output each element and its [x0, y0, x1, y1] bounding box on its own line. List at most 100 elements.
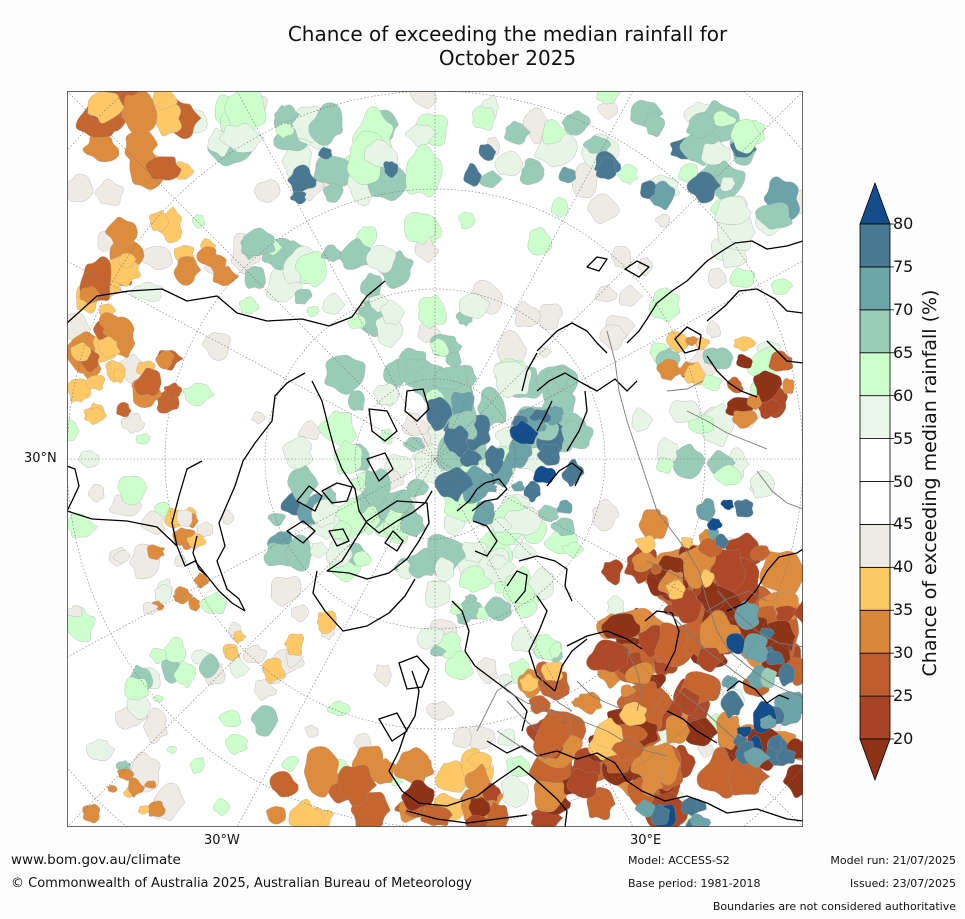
probability-field [67, 91, 803, 827]
probability-patch [472, 105, 496, 131]
probability-patch [550, 197, 569, 218]
probability-patch [251, 411, 266, 424]
probability-patch [686, 171, 722, 204]
probability-patch [403, 436, 425, 453]
probability-patch [212, 266, 240, 287]
colorbar-band [859, 609, 891, 654]
probability-patch [561, 459, 585, 487]
probability-patch [83, 407, 108, 425]
lon-label-30e: 30°E [630, 833, 662, 848]
probability-patch [478, 143, 497, 161]
lat-label-30n: 30°N [24, 451, 57, 466]
probability-patch [85, 375, 105, 391]
probability-patch [461, 542, 488, 563]
colorbar-band [859, 395, 891, 439]
probability-patch [542, 119, 568, 145]
colorbar-band [859, 566, 891, 611]
colorbar-band [859, 438, 891, 482]
probability-patch [601, 559, 624, 586]
probability-patch [313, 155, 352, 187]
probability-patch [720, 499, 735, 511]
colorbar-tick-label: 40 [893, 557, 914, 577]
probability-patch [202, 332, 231, 361]
probability-patch [287, 465, 319, 506]
probability-patch [587, 193, 621, 224]
probability-patch [191, 214, 206, 229]
probability-patch [113, 549, 131, 564]
probability-patch [304, 746, 340, 798]
probability-patch [734, 499, 754, 518]
probability-patch [444, 650, 474, 681]
probability-patch [715, 533, 730, 550]
probability-patch [743, 747, 771, 768]
probability-patch [239, 296, 259, 314]
footer-disclaimer: Boundaries are not considered authoritat… [712, 900, 956, 913]
probability-patch [188, 596, 201, 612]
probability-patch [458, 293, 490, 319]
probability-patch [596, 91, 620, 105]
probability-patch [128, 777, 145, 798]
footer-url: www.bom.gov.au/climate [11, 852, 181, 868]
probability-patch [533, 465, 557, 484]
probability-patch [498, 673, 514, 687]
probability-patch [631, 407, 653, 432]
probability-patch [736, 353, 753, 369]
probability-patch [143, 707, 168, 745]
probability-patch [383, 161, 399, 178]
footer-base-period: Base period: 1981-2018 [628, 877, 761, 890]
probability-patch [221, 509, 234, 525]
probability-patch [281, 756, 299, 773]
probability-patch [166, 746, 177, 754]
map-frame [67, 91, 803, 827]
probability-patch [219, 123, 265, 153]
probability-patch [102, 316, 135, 342]
title-line-1: Chance of exceeding the median rainfall … [287, 22, 728, 46]
probability-patch [586, 639, 630, 673]
probability-patch [352, 550, 373, 567]
probability-patch [430, 645, 447, 657]
probability-patch [484, 596, 512, 622]
colorbar-bands [859, 223, 891, 740]
probability-patch [218, 710, 242, 728]
probability-patch [266, 806, 286, 825]
colorbar-band [859, 695, 891, 740]
probability-patch [149, 210, 169, 233]
probability-patch [295, 251, 327, 288]
probability-patch [686, 112, 715, 140]
probability-patch [308, 102, 343, 146]
probability-patch [316, 610, 337, 634]
probability-patch [759, 550, 803, 598]
probability-patch [541, 661, 564, 682]
probability-patch [753, 370, 783, 403]
probability-patch [365, 468, 391, 508]
probability-patch [655, 214, 671, 228]
country-borders [476, 330, 803, 760]
colorbar-tick-label: 75 [893, 256, 914, 276]
probability-patch [121, 91, 158, 134]
probability-patch [429, 338, 450, 357]
chart-title: Chance of exceeding the median rainfall … [240, 22, 775, 70]
probability-patch [435, 760, 466, 793]
probability-patch [656, 358, 681, 381]
probability-patch [635, 535, 656, 554]
colorbar-band [859, 352, 891, 397]
probability-patch [213, 798, 230, 816]
probability-patch [294, 289, 313, 305]
colorbar-tick-label: 25 [893, 686, 914, 706]
footer-model-run: Model run: 21/07/2025 [830, 854, 956, 867]
probability-patch [766, 650, 785, 665]
probability-patch [643, 110, 666, 137]
probability-patch [648, 287, 681, 323]
probability-patch [196, 246, 220, 267]
probability-patch [548, 405, 564, 418]
probability-patch [746, 394, 762, 410]
probability-patch [172, 591, 184, 603]
probability-patch [506, 450, 529, 469]
probability-patch [697, 647, 725, 673]
probability-patch [113, 368, 126, 384]
probability-patch [494, 150, 524, 177]
probability-patch [650, 804, 671, 825]
probability-patch [325, 538, 353, 568]
probability-patch [311, 499, 339, 528]
probability-patch [702, 347, 734, 370]
